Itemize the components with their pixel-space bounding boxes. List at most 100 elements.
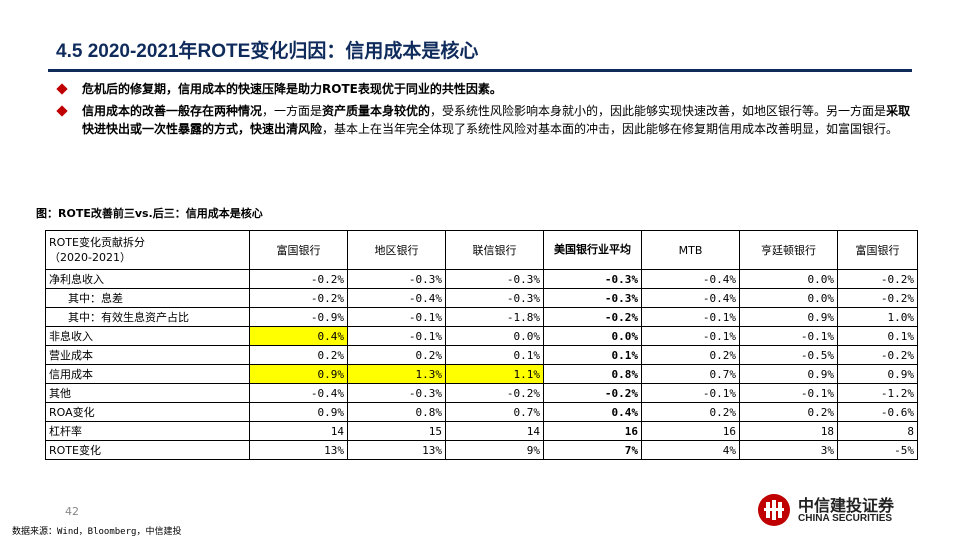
column-header: 地区银行 <box>347 230 446 270</box>
row-label: 信用成本 <box>45 364 250 384</box>
row-label: 净利息收入 <box>45 269 250 289</box>
source-note: 数据来源：Wind，Bloomberg，中信建投 <box>12 527 182 537</box>
table-cell: -0.3% <box>543 269 642 289</box>
table-cell: 9% <box>445 440 544 460</box>
column-header: 联信银行 <box>445 230 544 270</box>
column-header: 美国银行业平均 <box>543 230 642 270</box>
table-cell: 0.4% <box>543 402 642 422</box>
row-label: 其中：息差 <box>45 288 250 308</box>
table-cell: -0.1% <box>347 307 446 327</box>
table-header-row: ROTE变化贡献拆分 （2020-2021） 富国银行 地区银行 联信银行 美国银行业… <box>45 230 918 270</box>
logo-emblem-icon <box>758 494 790 526</box>
table-cell: 0.9% <box>249 364 348 384</box>
column-header: 富国银行 <box>249 230 348 270</box>
table-cell: -0.9% <box>249 307 348 327</box>
table-cell: -0.2% <box>543 383 642 403</box>
bullet-text-segment: 危机后的修复期，信用成本的快速压降是助力ROTE表现优于同业的共性因素。 <box>82 82 502 96</box>
table-cell: -0.2% <box>837 288 918 308</box>
table-cell: 0.0% <box>543 326 642 346</box>
table-cell: -0.3% <box>347 383 446 403</box>
row-label: 其他 <box>45 383 250 403</box>
table-cell: -0.4% <box>347 288 446 308</box>
table-cell: -0.3% <box>445 269 544 289</box>
table-cell: -0.1% <box>739 383 838 403</box>
table-cell: -0.2% <box>249 269 348 289</box>
table-row: 杠杆率 14 15 14 16 16 18 8 <box>45 421 918 441</box>
column-header: 亨廷顿银行 <box>739 230 838 270</box>
table-row: 其中：息差 -0.2% -0.4% -0.3% -0.3% -0.4% 0.0% -0.2% <box>45 288 918 308</box>
table-cell: 18 <box>739 421 838 441</box>
table-cell: -1.8% <box>445 307 544 327</box>
table-cell: -0.3% <box>347 269 446 289</box>
table-cell: -0.1% <box>739 326 838 346</box>
table-cell: 0.2% <box>641 402 740 422</box>
rote-attribution-table: ROTE变化贡献拆分 （2020-2021） 富国银行 地区银行 联信银行 美国银行业… <box>45 230 918 460</box>
table-cell: 7% <box>543 440 642 460</box>
table-cell: 0.2% <box>641 345 740 365</box>
table-cell: -0.1% <box>347 326 446 346</box>
row-label: 其中：有效生息资产占比 <box>45 307 250 327</box>
table-cell: 0.0% <box>445 326 544 346</box>
table-cell: -0.2% <box>445 383 544 403</box>
bullet-text-segment: 资产质量本身较优的 <box>322 104 431 118</box>
bullet-text-segment: ，基本上在当年完全体现了系统性风险对基本面的冲击，因此能够在修复期信用成本改善明… <box>322 122 899 136</box>
table-cell: 14 <box>249 421 348 441</box>
table-cell: 0.7% <box>445 402 544 422</box>
page-number: 42 <box>65 505 79 518</box>
row-label: 杠杆率 <box>45 421 250 441</box>
row-label: ROA变化 <box>45 402 250 422</box>
table-cell: -0.2% <box>249 288 348 308</box>
table-cell: 0.7% <box>641 364 740 384</box>
table-cell: 0.2% <box>347 345 446 365</box>
table-cell: 15 <box>347 421 446 441</box>
column-header: 富国银行 <box>837 230 918 270</box>
row-label: 非息收入 <box>45 326 250 346</box>
title-divider <box>48 69 912 72</box>
table-cell: -0.1% <box>641 307 740 327</box>
figure-caption: 图：ROTE改善前三vs.后三：信用成本是核心 <box>36 207 263 220</box>
table-cell: -5% <box>837 440 918 460</box>
bullet-text-segment: ，一方面是 <box>262 104 323 118</box>
header-label-line1: ROTE变化贡献拆分 <box>49 236 145 249</box>
bullet-list: 危机后的修复期，信用成本的快速压降是助力ROTE表现优于同业的共性因素。 信用成本… <box>56 80 916 142</box>
table-cell: -0.5% <box>739 345 838 365</box>
table-cell: 1.1% <box>445 364 544 384</box>
row-label: 营业成本 <box>45 345 250 365</box>
bullet-text-segment: ，受系统性风险影响本身就小的，因此能够实现快速改善，如地区银行等。另一方面是 <box>430 104 887 118</box>
table-cell: -0.4% <box>249 383 348 403</box>
table-cell: -0.3% <box>445 288 544 308</box>
bullet-text-segment: 采取快进快出或一次性暴露的方式，快速出清风险 <box>82 104 911 136</box>
table-row: 其他 -0.4% -0.3% -0.2% -0.2% -0.1% -0.1% -1.2% <box>45 383 918 403</box>
header-label-line2: （2020-2021） <box>49 251 131 264</box>
table-cell: 0.1% <box>445 345 544 365</box>
table-cell: 8 <box>837 421 918 441</box>
table-cell: -0.4% <box>641 288 740 308</box>
table-cell: 3% <box>739 440 838 460</box>
table-cell: 0.9% <box>837 364 918 384</box>
table-row: 非息收入 0.4% -0.1% 0.0% 0.0% -0.1% -0.1% 0.1% <box>45 326 918 346</box>
table-row: 信用成本 0.9% 1.3% 1.1% 0.8% 0.7% 0.9% 0.9% <box>45 364 918 384</box>
header-label-cell: ROTE变化贡献拆分 （2020-2021） <box>45 230 250 270</box>
table-cell: 0.8% <box>347 402 446 422</box>
table-cell: 1.0% <box>837 307 918 327</box>
table-cell: 14 <box>445 421 544 441</box>
table-cell: 16 <box>641 421 740 441</box>
table-cell: 1.3% <box>347 364 446 384</box>
table-row: 其中：有效生息资产占比 -0.9% -0.1% -1.8% -0.2% -0.1% 0.9%… <box>45 307 918 327</box>
table-cell: 4% <box>641 440 740 460</box>
table-row: ROTE变化 13% 13% 9% 7% 4% 3% -5% <box>45 440 918 460</box>
table-cell: 0.2% <box>249 345 348 365</box>
table-cell: 13% <box>249 440 348 460</box>
table-cell: -0.6% <box>837 402 918 422</box>
table-cell: -0.2% <box>543 307 642 327</box>
row-label: ROTE变化 <box>45 440 250 460</box>
table-cell: 0.1% <box>543 345 642 365</box>
table-cell: 0.8% <box>543 364 642 384</box>
table-cell: 0.9% <box>739 364 838 384</box>
table-row: ROA变化 0.9% 0.8% 0.7% 0.4% 0.2% 0.2% -0.6% <box>45 402 918 422</box>
diamond-bullet-icon <box>56 105 68 117</box>
table-cell: 16 <box>543 421 642 441</box>
table-cell: -0.1% <box>641 383 740 403</box>
table-cell: 0.0% <box>739 269 838 289</box>
table-cell: -0.4% <box>641 269 740 289</box>
